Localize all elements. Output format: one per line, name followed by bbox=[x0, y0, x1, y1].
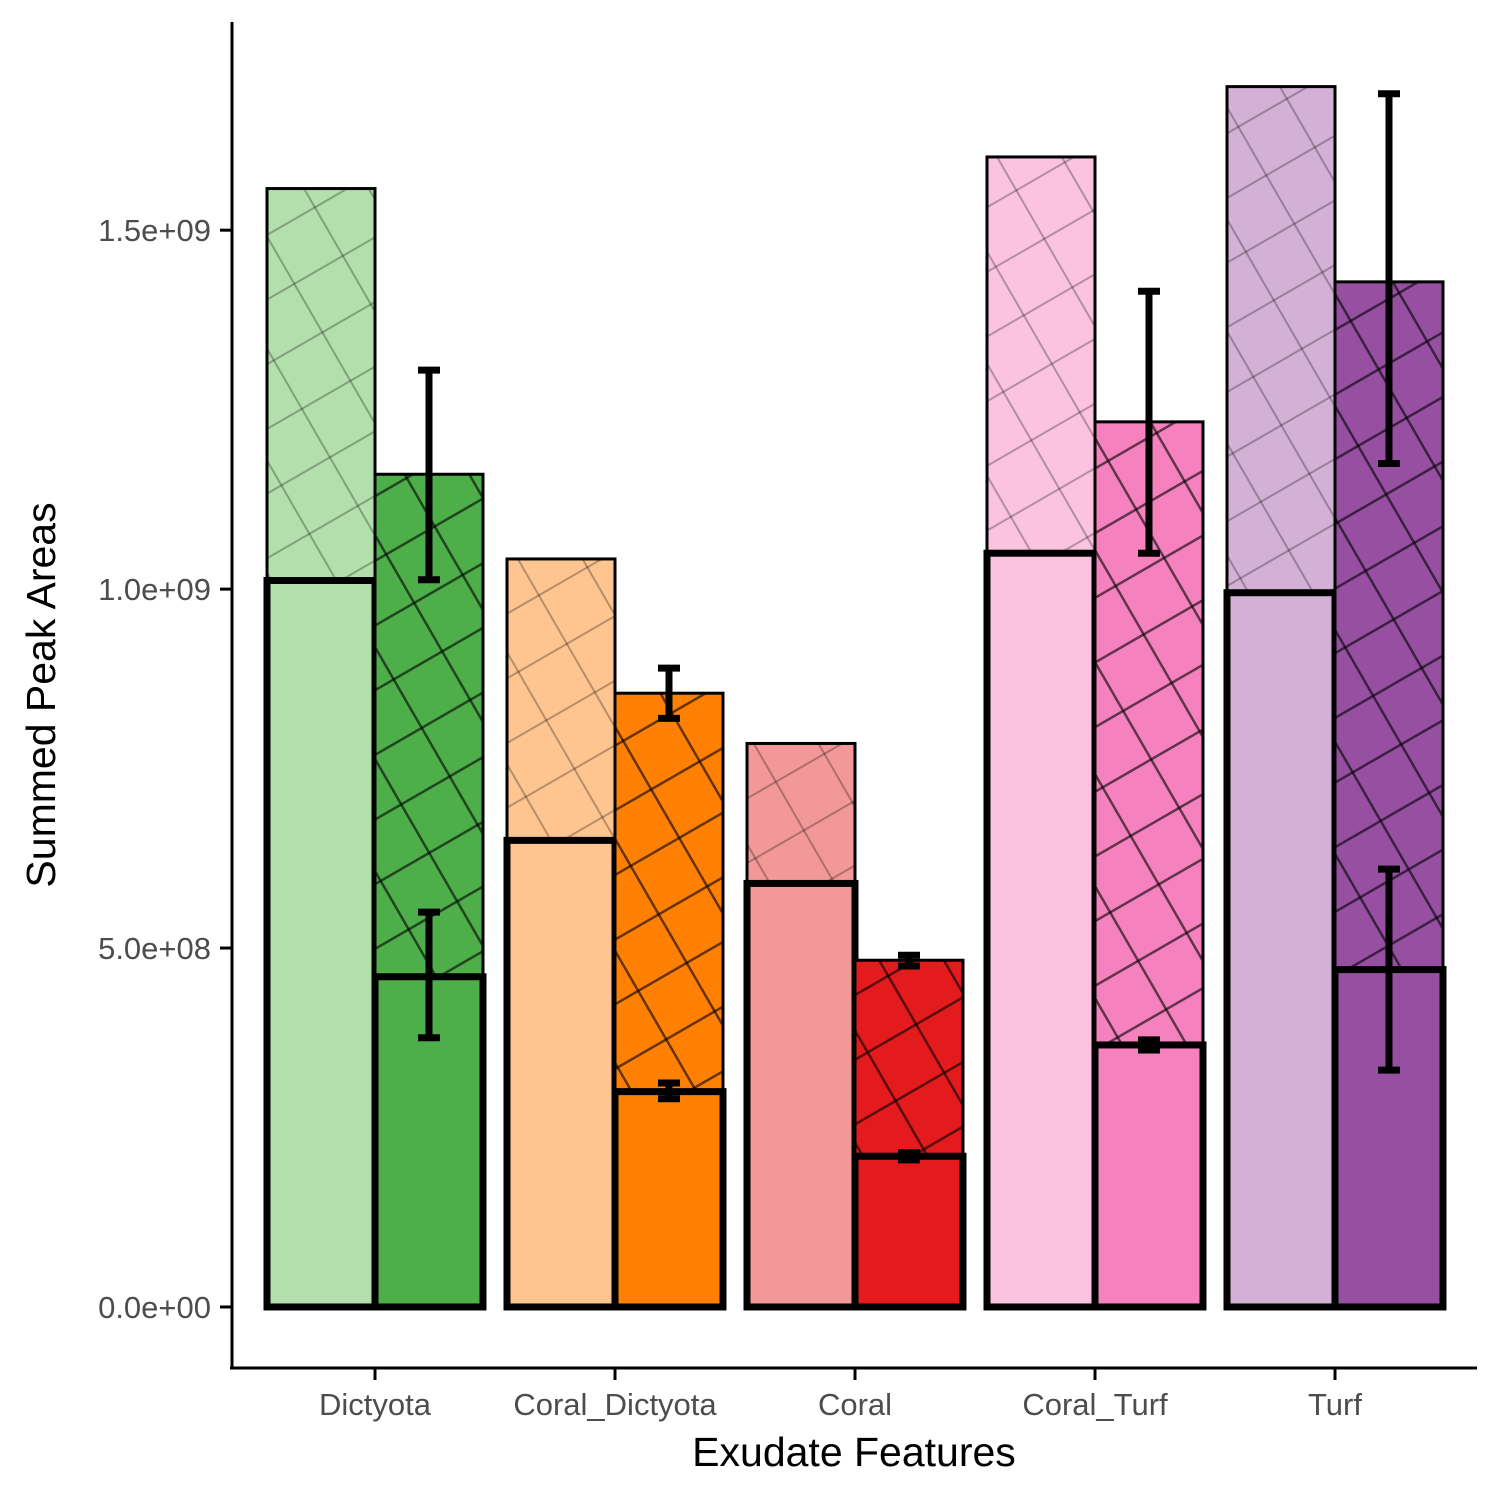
error-bar-total-coral-turf bbox=[1138, 287, 1160, 557]
bar-lower-left-turf bbox=[1223, 589, 1339, 1311]
y-tick-label: 0.0e+00 bbox=[98, 1290, 211, 1325]
error-bar-total-turf bbox=[1378, 90, 1400, 467]
x-tick-label: Coral_Turf bbox=[1022, 1387, 1168, 1422]
bar-lower-left-coral bbox=[743, 879, 859, 1311]
bar-lower-left-coral-turf bbox=[983, 549, 1099, 1311]
x-tick-label: Turf bbox=[1308, 1387, 1362, 1422]
bar-lower-left-dictyota bbox=[263, 577, 379, 1311]
error-bars-layer bbox=[418, 90, 1400, 1164]
error-bar-lower-coral-dictyota bbox=[658, 1079, 680, 1103]
bar-lower-right-coral-dictyota bbox=[611, 1088, 727, 1311]
error-bar-total-coral bbox=[898, 951, 920, 970]
x-tick-label: Coral bbox=[818, 1387, 892, 1422]
error-bar-total-coral-dictyota bbox=[658, 664, 680, 722]
x-tick-label: Dictyota bbox=[319, 1387, 432, 1422]
bar-lower-right-coral-turf bbox=[1091, 1041, 1207, 1311]
y-tick-label: 1.5e+09 bbox=[98, 213, 211, 248]
bar-lower-right-coral bbox=[851, 1152, 967, 1311]
error-bar-total-dictyota bbox=[418, 366, 440, 584]
error-bar-lower-coral bbox=[898, 1149, 920, 1164]
error-bar-lower-turf bbox=[1378, 865, 1400, 1074]
x-ticks-layer: Dictyota Coral_Dictyota Coral Coral_Turf Tur… bbox=[319, 1368, 1362, 1422]
y-ticks-layer: 0.0e+00 5.0e+08 1.0e+09 1.5e+09 bbox=[98, 213, 232, 1325]
y-tick-label: 1.0e+09 bbox=[98, 572, 211, 607]
error-bar-lower-coral-turf bbox=[1138, 1036, 1160, 1054]
x-tick-label: Coral_Dictyota bbox=[513, 1387, 717, 1422]
y-tick-label: 5.0e+08 bbox=[98, 931, 211, 966]
bar-lower-left-coral-dictyota bbox=[503, 836, 619, 1311]
error-bar-lower-dictyota bbox=[418, 908, 440, 1042]
x-axis-title: Exudate Features bbox=[692, 1429, 1016, 1475]
bars-layer bbox=[263, 85, 1447, 1311]
y-axis-title: Summed Peak Areas bbox=[18, 502, 64, 887]
